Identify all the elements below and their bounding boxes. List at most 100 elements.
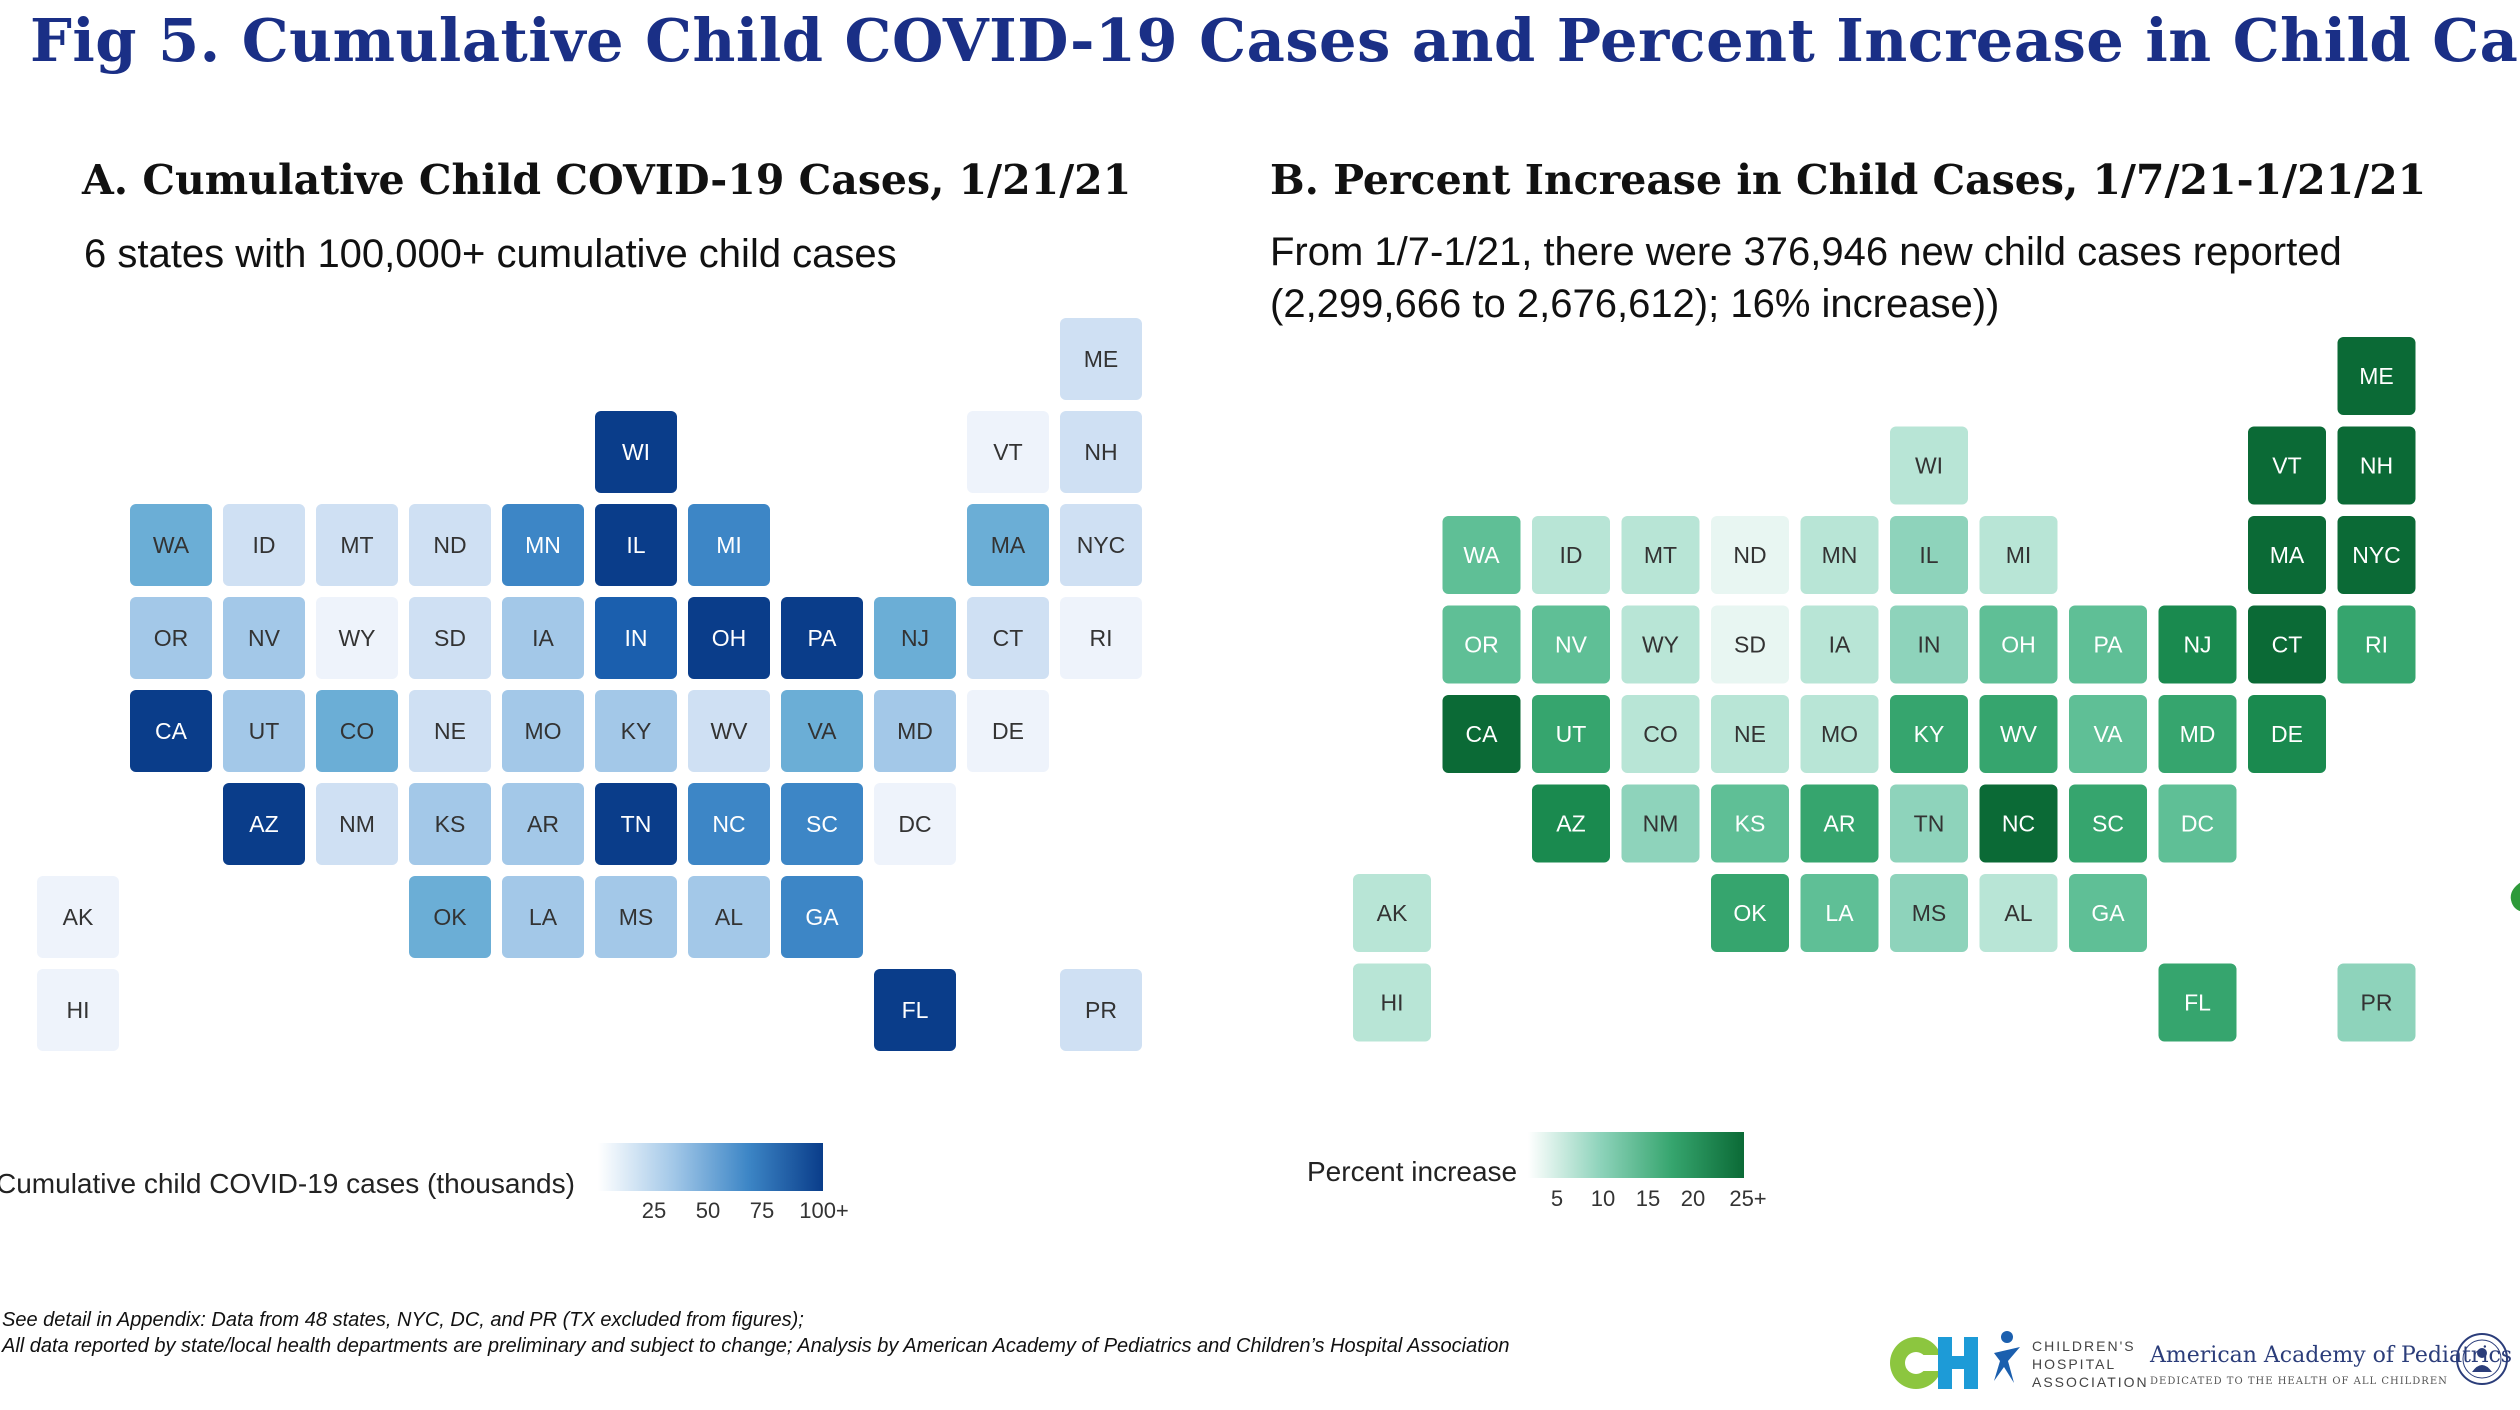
- panel-b-tile-nd: ND: [1711, 516, 1789, 594]
- panel-a-tile-rect: [1060, 318, 1142, 400]
- panel-a-tile-label: PR: [1085, 997, 1117, 1023]
- panel-a-tile-wi: WI: [595, 411, 677, 493]
- panel-b-tile-ca: CA: [1442, 695, 1521, 773]
- panel-a-tile-rect: [223, 597, 305, 679]
- panel-a-tile-label: KY: [621, 718, 652, 744]
- panel-b-legend-tick: 20: [1680, 1186, 1706, 1211]
- panel-a-tile-rect: [409, 504, 491, 586]
- panel-b-tile-de: DE: [2248, 695, 2326, 773]
- panel-b-tile-label: AL: [2004, 900, 2032, 926]
- panel-b-tile-rect: [1890, 605, 1968, 684]
- panel-a-legend-title: Cumulative child COVID-19 cases (thousan…: [0, 1168, 575, 1199]
- panel-a-tile-nm: NM: [316, 783, 398, 865]
- panel-b-tile-al: AL: [1979, 874, 2058, 952]
- panel-a-legend-tick: 50: [695, 1198, 721, 1223]
- footnote-line-2: All data reported by state/local health …: [2, 1335, 1510, 1357]
- panel-a-tile-label: NJ: [901, 625, 929, 651]
- panel-a-tile-ak: AK: [37, 876, 119, 958]
- panel-a-legend-colorbar: [598, 1143, 823, 1191]
- panel-b-tile-rect: [1979, 874, 2058, 952]
- panel-b-tile-nv: NV: [1532, 605, 1610, 684]
- panel-b-tile-label: DC: [2181, 811, 2214, 837]
- panel-a-tile-nyc: NYC: [1060, 504, 1142, 586]
- panel-a-tile-label: NM: [339, 811, 375, 837]
- panel-a-tile-rect: [1060, 597, 1142, 679]
- green-pointer-icon: [2510, 882, 2520, 912]
- panel-b-tile-pr: PR: [2337, 963, 2416, 1042]
- panel-a-tile-label: KS: [435, 811, 466, 837]
- panel-b-tile-rect: [1800, 784, 1879, 863]
- panel-a-tile-wa: WA: [130, 504, 212, 586]
- panel-b-tile-rect: [1711, 516, 1789, 594]
- panel-b-tile-label: VA: [2094, 721, 2124, 747]
- panel-a-tile-rect: [409, 690, 491, 772]
- panel-a-tile-rect: [967, 504, 1049, 586]
- panel-a-tile-mt: MT: [316, 504, 398, 586]
- panel-a-tile-va: VA: [781, 690, 863, 772]
- panel-b-tile-ma: MA: [2248, 516, 2326, 594]
- panel-a-tile-label: SD: [434, 625, 466, 651]
- panel-a-tile-de: DE: [967, 690, 1049, 772]
- panel-b-tile-rect: [1353, 874, 1431, 952]
- panel-a-tile-rect: [130, 597, 212, 679]
- aap-logo-name: American Academy of Pediatrics: [2150, 1343, 2513, 1368]
- panel-a-tile-label: AK: [63, 904, 94, 930]
- panel-a-tile-dc: DC: [874, 783, 956, 865]
- panel-b-tile-label: WA: [1463, 542, 1500, 568]
- panel-a-legend-tick: 25: [641, 1198, 667, 1223]
- panel-a-tile-label: NC: [712, 811, 745, 837]
- panel-b-tile-rect: [1621, 695, 1700, 773]
- panel-b-tile-label: MD: [2180, 721, 2216, 747]
- panel-a-tile-label: TN: [621, 811, 652, 837]
- panel-a-tile-label: IA: [532, 625, 554, 651]
- panel-b-tile-mi: MI: [1979, 516, 2058, 594]
- panel-b-tile-rect: [2158, 963, 2237, 1042]
- panel-a-tile-label: UT: [249, 718, 280, 744]
- panel-a-tile-rect: [1060, 969, 1142, 1051]
- panel-a-tile-rect: [688, 690, 770, 772]
- panel-a-tile-al: AL: [688, 876, 770, 958]
- panel-b-tile-label: MT: [1644, 542, 1677, 568]
- panel-b-tile-vt: VT: [2248, 426, 2326, 505]
- panel-b-tile-label: CT: [2272, 632, 2303, 658]
- aap-logo-tagline: DEDICATED TO THE HEALTH OF ALL CHILDREN: [2150, 1376, 2448, 1387]
- panel-a-tile-rect: [1060, 411, 1142, 493]
- panel-b-tile-label: MS: [1912, 900, 1947, 926]
- panel-b-tile-label: NM: [1643, 811, 1679, 837]
- panel-a-tile-label: AR: [527, 811, 559, 837]
- panel-b-legend-colorbar: [1528, 1132, 1744, 1178]
- panel-b-tile-label: SC: [2092, 811, 2124, 837]
- panel-a-tile-rect: [37, 969, 119, 1051]
- panel-b-tile-label: CO: [1643, 721, 1678, 747]
- panel-b-tile-label: IL: [1919, 542, 1938, 568]
- panel-a-tile-label: NE: [434, 718, 466, 744]
- panel-a-tile-label: MN: [525, 532, 561, 558]
- panel-a-tile-nc: NC: [688, 783, 770, 865]
- panel-a-tile-tn: TN: [595, 783, 677, 865]
- panel-b-legend-tick: 15: [1635, 1186, 1661, 1211]
- panel-b-tile-wi: WI: [1890, 426, 1968, 505]
- panel-b-tile-rect: [1979, 516, 2058, 594]
- panel-a-tile-rect: [781, 597, 863, 679]
- panel-a-tile-rect: [967, 690, 1049, 772]
- panel-b-tile-label: NH: [2360, 453, 2393, 479]
- panel-b-tile-rect: [2337, 426, 2416, 505]
- panel-a-tile-label: MI: [716, 532, 742, 558]
- panel-b-tile-label: VT: [2272, 453, 2301, 479]
- panel-a-tile-rect: [595, 411, 677, 493]
- panel-b-tile-ga: GA: [2069, 874, 2147, 952]
- panel-b-tile-va: VA: [2069, 695, 2147, 773]
- panel-b-tile-rect: [2158, 605, 2237, 684]
- panel-a-tile-label: OK: [433, 904, 467, 930]
- panel-b-tile-rect: [1890, 516, 1968, 594]
- panel-a-tile-label: CA: [155, 718, 188, 744]
- panel-a-tile-label: WA: [153, 532, 190, 558]
- panel-b-tile-label: CA: [1466, 721, 1499, 747]
- panel-b-tile-rect: [2248, 605, 2326, 684]
- panel-b-tile-rect: [1890, 874, 1968, 952]
- panel-b-tile-or: OR: [1442, 605, 1521, 684]
- panel-a-tile-label: ME: [1084, 346, 1119, 372]
- panel-a-tile-pr: PR: [1060, 969, 1142, 1051]
- panel-b-tile-mn: MN: [1800, 516, 1879, 594]
- panel-b-tile-label: HI: [1381, 990, 1404, 1016]
